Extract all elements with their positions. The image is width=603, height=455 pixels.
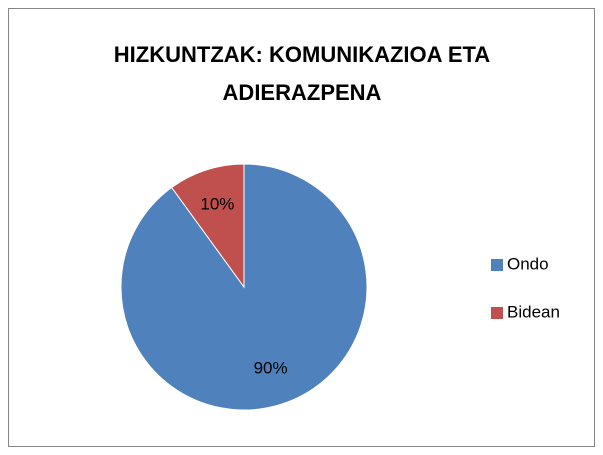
legend-swatch bbox=[491, 259, 503, 271]
data-label: 10% bbox=[200, 195, 234, 214]
data-label: 90% bbox=[254, 358, 288, 377]
legend-label: Bidean bbox=[507, 302, 560, 321]
legend-swatch bbox=[491, 307, 503, 319]
pie-slice bbox=[171, 163, 245, 289]
legend-label: Ondo bbox=[507, 254, 549, 273]
chart-title: HIZKUNTZAK: KOMUNIKAZIOA ETA ADIERAZPENA bbox=[113, 42, 491, 105]
